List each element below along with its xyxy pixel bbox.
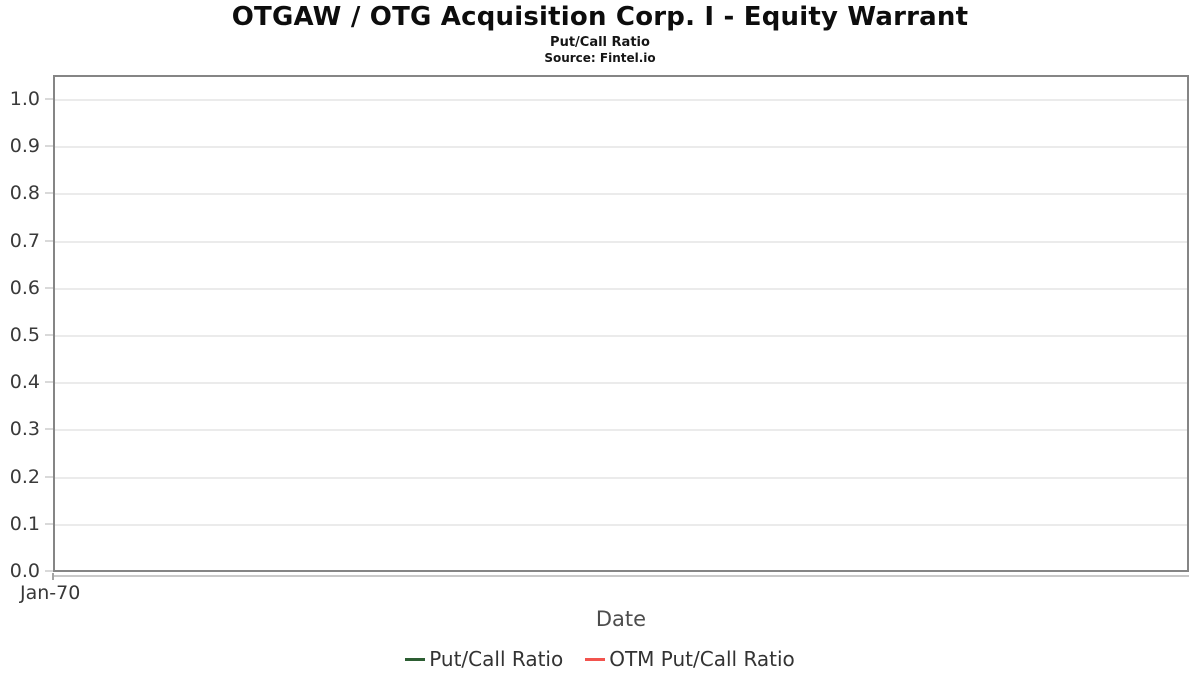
y-axis-label: 0.1 <box>9 513 40 535</box>
x-axis-title: Date <box>595 607 647 631</box>
x-axis-tick <box>52 573 54 580</box>
gridline <box>55 241 1187 243</box>
y-axis-tick <box>45 145 53 147</box>
y-axis-tick <box>45 476 53 478</box>
y-axis-label: 0.8 <box>9 182 40 204</box>
x-axis-line <box>53 575 1189 577</box>
y-axis-label: 0.2 <box>9 466 40 488</box>
gridline <box>55 146 1187 148</box>
chart-title: OTGAW / OTG Acquisition Corp. I - Equity… <box>231 2 969 32</box>
y-axis-label: 1.0 <box>9 88 40 110</box>
y-axis-label: 0.3 <box>9 418 40 440</box>
gridline <box>55 288 1187 290</box>
gridline <box>55 335 1187 337</box>
legend-item-otm-put-call-ratio: OTM Put/Call Ratio <box>585 647 795 671</box>
y-axis-label: 0.9 <box>9 135 40 157</box>
y-axis-tick <box>45 192 53 194</box>
gridline <box>55 193 1187 195</box>
y-axis-tick <box>45 523 53 525</box>
gridline <box>55 99 1187 101</box>
y-axis-tick <box>45 287 53 289</box>
y-axis-tick <box>45 381 53 383</box>
chart-subtitle: Put/Call Ratio <box>550 35 650 50</box>
chart-legend: Put/Call Ratio OTM Put/Call Ratio <box>0 646 1200 672</box>
line-swatch-icon <box>585 657 606 661</box>
line-swatch-icon <box>405 657 426 661</box>
gridline <box>55 477 1187 479</box>
gridline <box>55 524 1187 526</box>
y-axis-tick <box>45 240 53 242</box>
y-axis-label: 0.7 <box>9 230 40 252</box>
plot-area <box>53 75 1189 572</box>
gridline <box>55 382 1187 384</box>
y-axis-label: 0.0 <box>9 560 40 582</box>
y-axis-tick <box>45 428 53 430</box>
y-axis-label: 0.4 <box>9 371 40 393</box>
legend-label: Put/Call Ratio <box>429 647 564 671</box>
y-axis-tick <box>45 98 53 100</box>
y-axis-tick <box>45 570 53 572</box>
gridline <box>55 429 1187 431</box>
x-axis-tick-label: Jan-70 <box>20 582 81 604</box>
y-axis-label: 0.5 <box>9 324 40 346</box>
chart-source: Source: Fintel.io <box>544 51 656 65</box>
y-axis-label: 0.6 <box>9 277 40 299</box>
legend-label: OTM Put/Call Ratio <box>609 647 795 671</box>
legend-item-put-call-ratio: Put/Call Ratio <box>405 647 563 671</box>
y-axis-tick <box>45 334 53 336</box>
